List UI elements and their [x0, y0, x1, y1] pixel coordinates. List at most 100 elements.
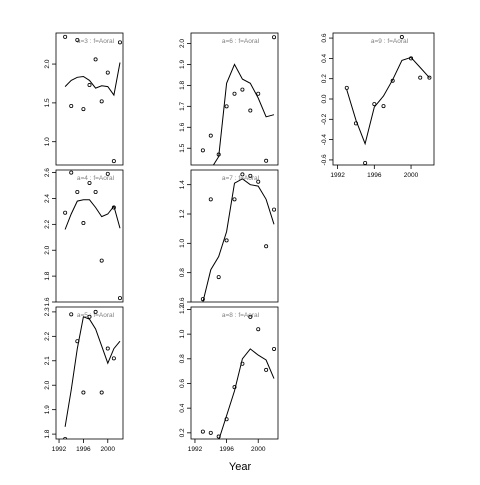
panel-plot-area — [63, 309, 121, 439]
data-point — [81, 107, 86, 112]
panel-title: a=8 : f=Aoral — [222, 312, 260, 319]
panel-3: a=9 : f=Aoral -0.6 -0.4 -0.2 0.0 0.2 0.4 0.6 199… — [321, 32, 435, 179]
panel-frame — [190, 169, 279, 303]
data-point — [75, 339, 80, 344]
y-tick-label: 1.2 — [179, 305, 186, 314]
panel-plot-area — [200, 314, 277, 439]
y-tick-label: 0.2 — [321, 74, 328, 83]
data-point — [111, 159, 116, 164]
data-point — [232, 385, 237, 390]
data-point — [105, 70, 110, 75]
data-point — [208, 430, 213, 435]
data-point — [75, 37, 80, 42]
data-point — [63, 210, 68, 215]
y-tick-label: 0.6 — [321, 33, 328, 42]
y-tick-label: 1.0 — [179, 238, 186, 247]
data-point — [87, 83, 92, 88]
data-point — [117, 40, 122, 45]
data-point — [418, 75, 423, 80]
panel-frame — [332, 32, 435, 166]
data-point — [256, 327, 261, 332]
panel-frame — [190, 32, 279, 166]
y-tick-label: 1.5 — [44, 98, 51, 107]
y-tick-label: 1.8 — [44, 271, 51, 280]
data-point — [87, 314, 92, 319]
x-tick-label: 1992 — [52, 446, 67, 453]
y-tick-label: 1.6 — [179, 122, 186, 131]
y-tick-label: -0.4 — [321, 134, 328, 146]
x-tick-label: 1992 — [188, 446, 203, 453]
y-tick-label: 0.4 — [179, 403, 186, 412]
panel-title: a=7 : f=Aoral — [222, 175, 260, 182]
data-point — [224, 417, 229, 422]
y-tick-label: 1.5 — [179, 143, 186, 152]
data-point — [93, 309, 98, 314]
data-point — [256, 179, 261, 184]
data-point — [216, 152, 221, 157]
y-tick-label: 0.8 — [179, 268, 186, 277]
data-point — [75, 189, 80, 194]
data-point — [63, 437, 68, 439]
y-tick-label: 2.4 — [44, 194, 51, 203]
y-tick-label: 2.6 — [44, 168, 51, 177]
data-point — [208, 133, 213, 138]
y-tick-label: 2.2 — [44, 219, 51, 228]
y-tick-label: 2.3 — [44, 307, 51, 316]
panel-plot-area — [344, 35, 432, 165]
data-point — [248, 314, 253, 319]
x-tick-label: 2000 — [251, 446, 266, 453]
figure-x-axis-label: Year — [229, 461, 252, 473]
panel-title: a=4 : f=Aoral — [77, 175, 115, 182]
data-point — [93, 57, 98, 62]
data-point — [264, 244, 269, 249]
data-point — [232, 197, 237, 202]
y-tick-label: 1.8 — [179, 80, 186, 89]
y-tick-label: 2.0 — [179, 39, 186, 48]
data-point — [224, 104, 229, 109]
data-point — [381, 104, 386, 109]
data-point — [105, 346, 110, 351]
panel-6: a=5 : f=Aoral 1.8 1.9 2.0 2.1 2.2 2.3 1992 1996 2… — [44, 306, 124, 453]
data-point — [93, 189, 98, 194]
data-point — [99, 99, 104, 104]
y-tick-label: -0.6 — [321, 154, 328, 166]
data-point — [240, 361, 245, 366]
panel-5: a=7 : f=Aoral 0.6 0.8 1.0 1.2 1.4 — [179, 169, 279, 307]
data-point — [81, 221, 86, 226]
y-tick-label: 0.0 — [321, 94, 328, 103]
data-point — [200, 297, 205, 302]
x-tick-label: 1992 — [330, 172, 345, 179]
y-tick-label: 1.9 — [179, 60, 186, 69]
y-tick-label: 1.7 — [179, 101, 186, 110]
y-tick-label: 1.6 — [44, 297, 51, 306]
y-tick-label: 0.4 — [321, 53, 328, 62]
y-tick-label: 1.0 — [179, 329, 186, 338]
panel-1: a=3 : f=Aoral 1.0 1.5 2.0 — [44, 32, 124, 166]
data-point — [372, 102, 377, 107]
data-point — [232, 91, 237, 96]
data-point — [248, 108, 253, 113]
panel-plot-area — [63, 170, 122, 301]
panel-4: a=4 : f=Aoral 1.6 1.8 2.0 2.2 2.4 2.6 — [44, 168, 124, 307]
panel-frame — [190, 306, 279, 440]
y-tick-label: 1.0 — [44, 137, 51, 146]
panel-title: a=5 : f=Aoral — [77, 312, 115, 319]
data-point — [272, 346, 277, 351]
panel-2: a=6 : f=Aoral 1.5 1.6 1.7 1.8 1.9 2.0 — [179, 32, 279, 166]
y-tick-label: 2.2 — [44, 331, 51, 340]
fit-line — [218, 348, 275, 439]
y-tick-label: -0.2 — [321, 113, 328, 125]
x-tick-label: 1996 — [219, 446, 234, 453]
data-point — [69, 312, 74, 317]
fit-line — [202, 178, 275, 302]
y-tick-label: 0.8 — [179, 354, 186, 363]
data-point — [264, 367, 269, 372]
y-tick-label: 2.0 — [44, 380, 51, 389]
data-point — [248, 173, 253, 178]
panel-frame — [55, 32, 124, 166]
data-point — [399, 35, 404, 40]
data-point — [272, 207, 277, 212]
data-point — [111, 356, 116, 361]
